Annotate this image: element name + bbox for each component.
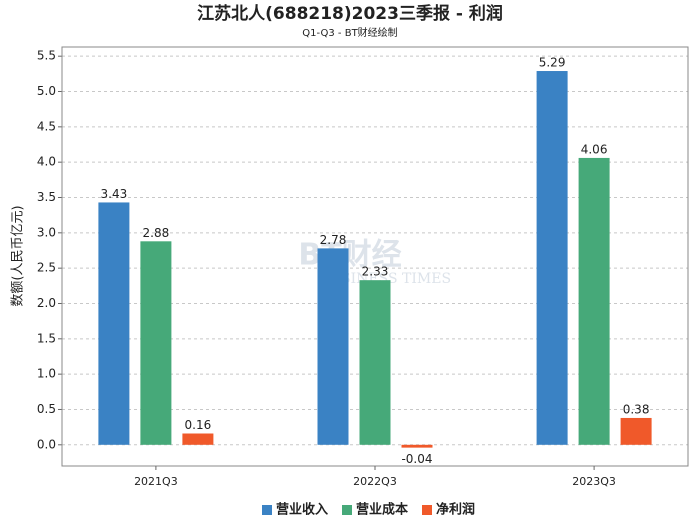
y-tick-label: 1.0 [37, 367, 56, 381]
y-tick-label: 0.0 [37, 437, 56, 451]
value-label: 0.38 [623, 402, 650, 416]
bar [536, 71, 568, 445]
legend-swatch [342, 505, 352, 515]
bar [401, 444, 433, 448]
value-label: 2.33 [362, 265, 389, 279]
y-axis-label: 数额(人民币亿元) [11, 205, 26, 306]
value-label: 2.88 [143, 226, 170, 240]
x-tick-label: 2021Q3 [134, 475, 178, 488]
value-label: -0.04 [401, 452, 432, 466]
y-tick-label: 4.0 [37, 155, 56, 169]
value-label: 4.06 [581, 142, 608, 156]
value-label: 2.78 [320, 233, 347, 247]
value-label: 3.43 [101, 187, 128, 201]
bar [359, 280, 391, 445]
x-tick-label: 2023Q3 [572, 475, 616, 488]
bar [98, 202, 130, 445]
y-tick-label: 5.5 [37, 49, 56, 63]
bar [578, 157, 610, 445]
bar [620, 417, 652, 445]
legend-label: 营业成本 [356, 502, 408, 518]
bar [182, 433, 214, 445]
y-tick-label: 4.5 [37, 119, 56, 133]
legend-swatch [422, 505, 432, 515]
value-label: 0.16 [185, 418, 212, 432]
watermark: BT财经 [298, 238, 401, 273]
chart-subtitle: Q1-Q3 - BT财经绘制 [302, 26, 397, 39]
y-tick-label: 1.5 [37, 331, 56, 345]
bar [317, 248, 349, 445]
x-tick-label: 2022Q3 [353, 475, 397, 488]
legend-label: 营业收入 [276, 502, 328, 518]
bar [140, 241, 172, 445]
legend-swatch [262, 505, 272, 515]
y-tick-label: 5.0 [37, 84, 56, 98]
value-label: 5.29 [539, 56, 566, 70]
chart-title: 江苏北人(688218)2023三季报 - 利润 [197, 3, 503, 24]
legend-label: 净利润 [436, 502, 475, 518]
y-tick-label: 3.5 [37, 190, 56, 204]
y-tick-label: 3.0 [37, 225, 56, 239]
y-tick-label: 2.0 [37, 296, 56, 310]
watermark-sub: BUSINESS TIMES [319, 271, 451, 287]
y-tick-label: 2.5 [37, 261, 56, 275]
y-tick-label: 0.5 [37, 402, 56, 416]
